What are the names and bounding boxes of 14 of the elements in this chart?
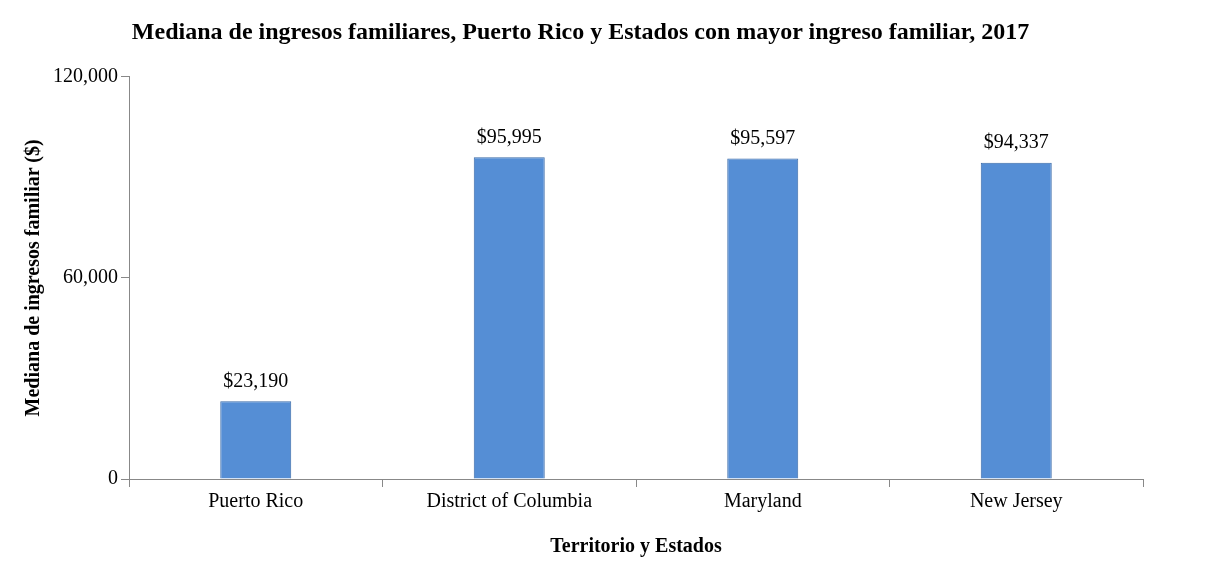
y-tick-label: 120,000 [53,64,118,87]
chart-title: Mediana de ingresos familiares, Puerto Rico y Estados con mayor ingreso familiar, 2017 [131,17,1030,44]
y-tick-label: 60,000 [63,265,118,288]
x-tick-label: District of Columbia [426,489,593,512]
x-tick-label: Puerto Rico [208,489,304,512]
data-label: $94,337 [983,130,1049,153]
x-axis-title: Territorio y Estados [550,534,722,558]
y-axis-title: Mediana de ingresos familiar ($) [21,139,45,417]
x-tick-label: Maryland [723,489,802,513]
data-label: $95,995 [476,124,542,147]
y-tick-label: 0 [108,466,118,489]
data-label: $23,190 [223,368,289,391]
x-tick-label: New Jersey [969,489,1063,513]
data-label: $95,597 [730,125,796,148]
